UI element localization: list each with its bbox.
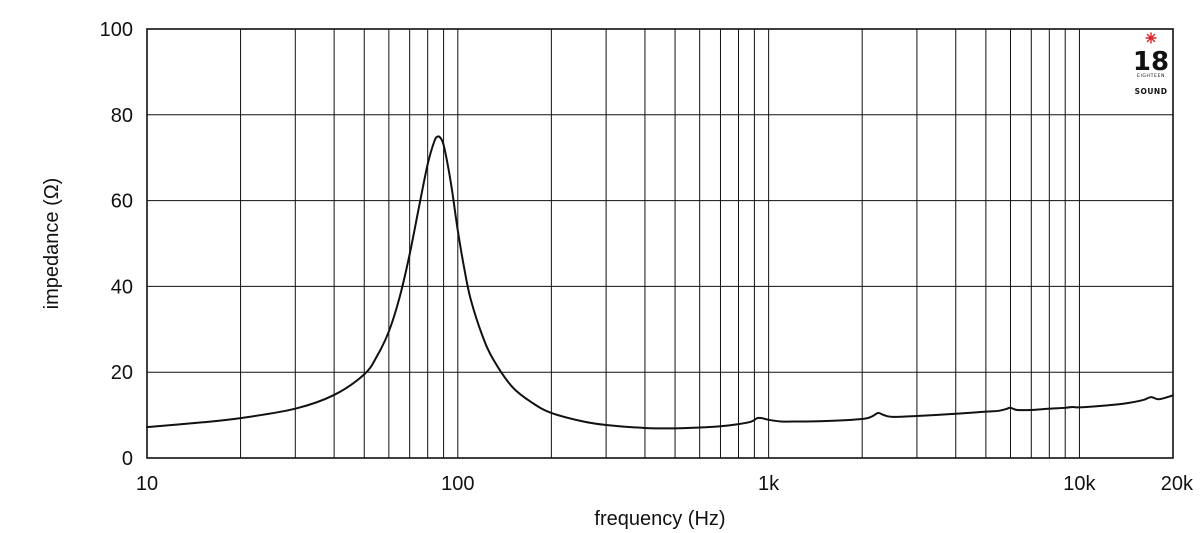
y-tick-label: 40 (111, 276, 133, 298)
star-center (1149, 36, 1153, 40)
x-tick-label: 10 (136, 473, 158, 495)
red-star-icon (1145, 32, 1157, 44)
y-tick-label: 80 (111, 105, 133, 127)
x-tick-label: 10k (1063, 473, 1096, 495)
impedance-curve (146, 135, 1174, 430)
y-tick-label: 60 (111, 191, 133, 213)
plot-frame (146, 28, 1174, 459)
x-tick-labels: 10 100 1k 10k 20k (136, 473, 1194, 495)
eighteen-sound-logo: 18 EIGHTEEN SOUND (1133, 32, 1169, 96)
x-tick-label: 20k (1161, 473, 1194, 495)
logo-number: 18 (1133, 47, 1169, 77)
x-axis-label: frequency (Hz) (594, 508, 725, 530)
logo-tagline: EIGHTEEN (1137, 73, 1165, 79)
y-tick-label: 100 (100, 19, 133, 41)
logo-word: SOUND (1135, 87, 1168, 96)
y-tick-label: 20 (111, 362, 133, 384)
x-tick-label: 1k (758, 473, 780, 495)
y-tick-label: 0 (122, 448, 133, 470)
y-axis-label: impedance (Ω) (41, 178, 63, 310)
grid-lines (147, 28, 1173, 459)
x-tick-label: 100 (441, 473, 474, 495)
y-tick-labels: 0 20 40 60 80 100 (100, 19, 133, 470)
